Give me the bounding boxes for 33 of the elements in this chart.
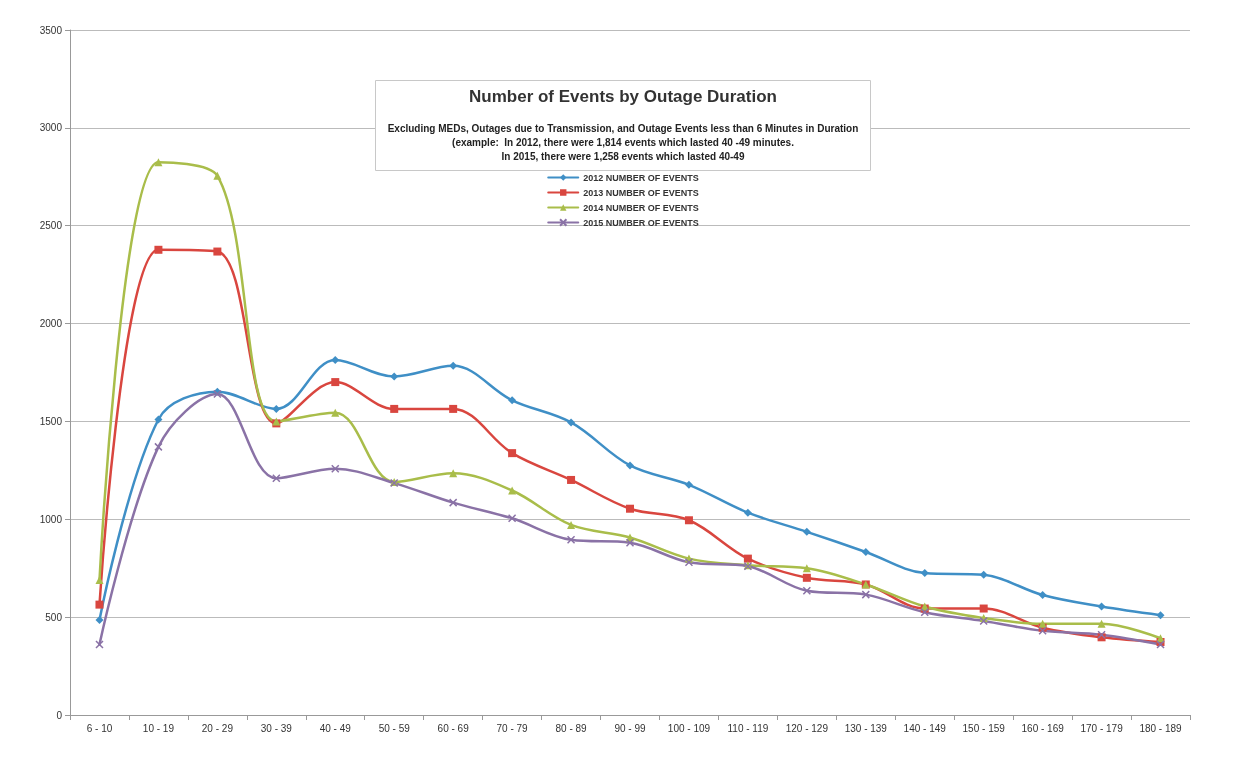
y-tick-label: 2000 xyxy=(39,318,63,330)
x-tick-label: 120 - 129 xyxy=(785,722,829,734)
legend-label: 2013 NUMBER OF EVENTS xyxy=(583,187,699,198)
x-tick-label: 130 - 139 xyxy=(844,722,888,734)
x-tick-label: 110 - 119 xyxy=(727,722,769,734)
legend-label: 2014 NUMBER OF EVENTS xyxy=(583,202,699,213)
legend-label: 2015 NUMBER OF EVENTS xyxy=(583,217,699,228)
x-tick-label: 160 - 169 xyxy=(1021,722,1065,734)
x-tick-label: 30 - 39 xyxy=(260,722,293,734)
x-tick-label: 20 - 29 xyxy=(201,722,234,734)
x-tick-label: 60 - 69 xyxy=(437,722,470,734)
x-tick-label: 40 - 49 xyxy=(319,722,352,734)
x-tick-label: 170 - 179 xyxy=(1080,722,1124,734)
y-tick-label: 0 xyxy=(56,709,63,721)
y-tick-label: 3000 xyxy=(39,122,63,134)
x-tick-label: 70 - 79 xyxy=(496,722,529,734)
x-tick-label: 180 - 189 xyxy=(1139,722,1183,734)
y-tick-label: 1000 xyxy=(39,513,63,525)
y-tick-label: 2500 xyxy=(39,220,63,232)
legend-label: 2012 NUMBER OF EVENTS xyxy=(583,172,699,183)
x-tick-label: 90 - 99 xyxy=(614,722,646,734)
x-tick-label: 80 - 89 xyxy=(555,722,588,734)
y-tick-label: 500 xyxy=(45,611,63,623)
x-tick-label: 10 - 19 xyxy=(142,722,175,734)
y-tick-label: 1500 xyxy=(39,415,63,427)
text: Excluding MEDs, Outages due to Transmission, and Outage Events less than 6 Minutes in Duration (example: In 2012, there were 1,814 events which lasted 40 -49 minutes. In 2015, there were 1,258 events which lasted 40-49 xyxy=(387,122,859,162)
x-tick-label: 100 - 109 xyxy=(667,722,711,734)
text: Number of Events by Outage Duration xyxy=(469,87,777,106)
x-tick-label: 150 - 159 xyxy=(962,722,1006,734)
x-tick-label: 6 - 10 xyxy=(86,722,113,734)
y-tick-label: 3500 xyxy=(39,24,63,36)
x-tick-label: 50 - 59 xyxy=(378,722,411,734)
x-tick-label: 140 - 149 xyxy=(903,722,947,734)
